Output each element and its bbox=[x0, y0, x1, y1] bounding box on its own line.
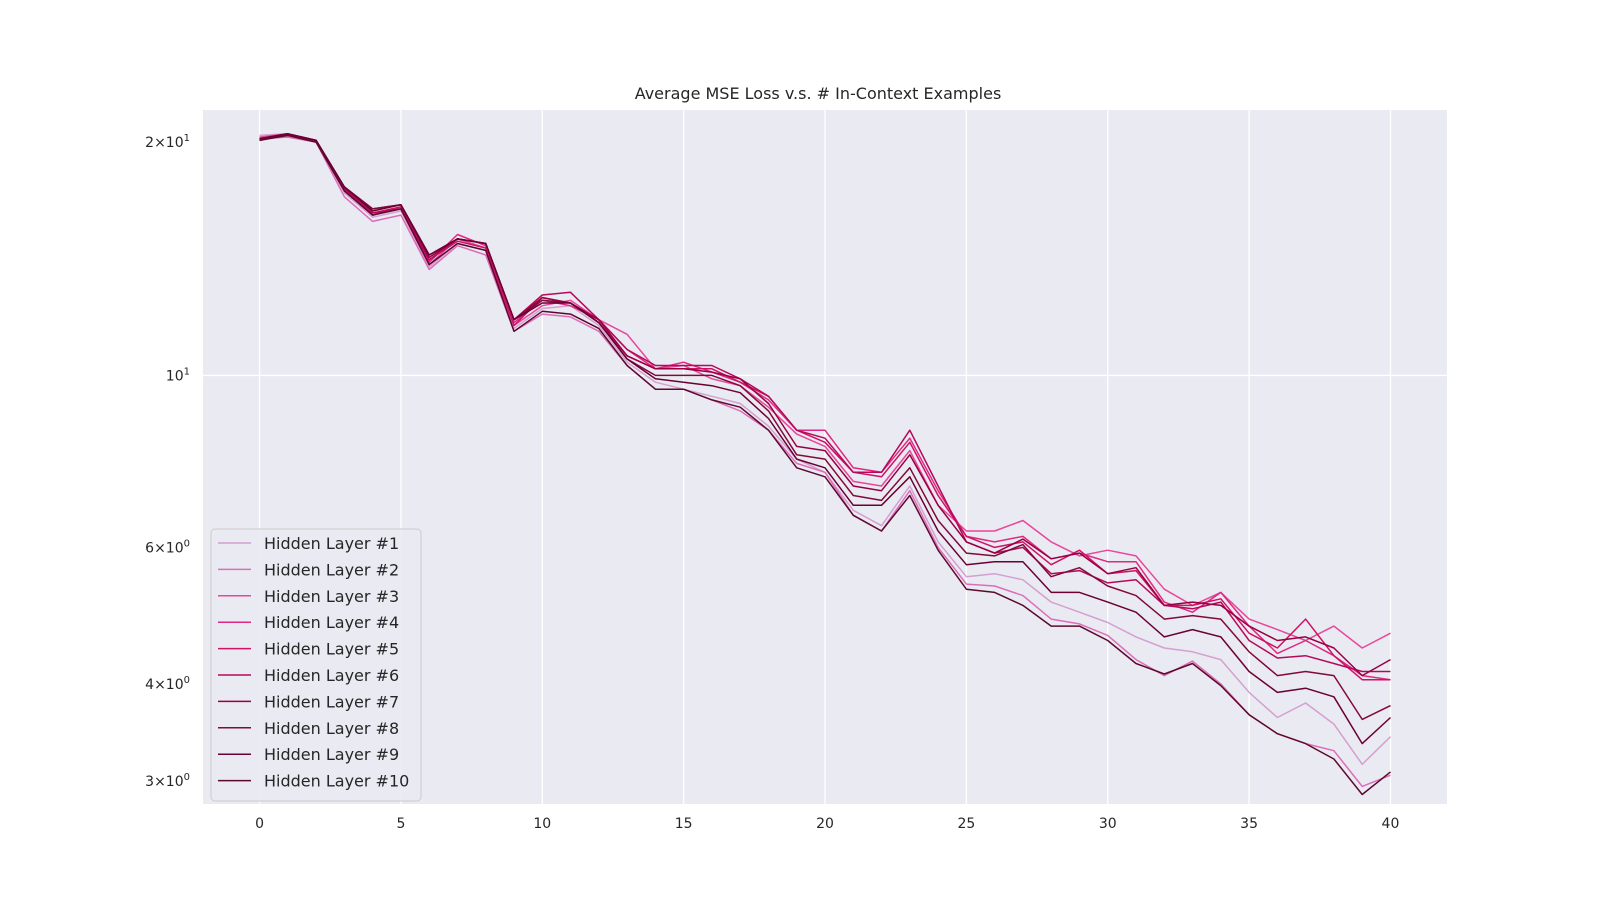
x-tick-label-8: 40 bbox=[1382, 816, 1400, 832]
y-tick-label-3: 4×100 bbox=[145, 675, 190, 693]
legend-label-9: Hidden Layer #9 bbox=[264, 745, 399, 764]
legend-box bbox=[210, 528, 422, 802]
y-tick-label-1: 101 bbox=[166, 366, 190, 384]
grid bbox=[203, 110, 1447, 804]
x-tick-label-2: 10 bbox=[533, 816, 551, 832]
x-tick-label-0: 0 bbox=[255, 816, 264, 832]
x-tick-label-1: 5 bbox=[396, 816, 405, 832]
legend-label-6: Hidden Layer #6 bbox=[264, 666, 399, 685]
legend-label-7: Hidden Layer #7 bbox=[264, 692, 399, 711]
chart-title: Average MSE Loss v.s. # In-Context Examp… bbox=[635, 84, 1002, 103]
y-tick-label-0: 2×101 bbox=[145, 133, 190, 151]
y-axis-ticks: 2×101 101 6×100 4×100 3×100 bbox=[145, 133, 190, 790]
x-tick-label-7: 35 bbox=[1240, 816, 1258, 832]
series-line-9 bbox=[259, 133, 1392, 745]
x-tick-label-4: 20 bbox=[816, 816, 834, 832]
series-line-10 bbox=[259, 134, 1391, 796]
x-axis-ticks: 0 5 10 15 20 25 30 35 40 bbox=[255, 816, 1399, 832]
legend-label-3: Hidden Layer #3 bbox=[264, 587, 399, 606]
x-tick-label-3: 15 bbox=[675, 816, 693, 832]
y-tick-label-4: 3×100 bbox=[145, 772, 190, 790]
legend: Hidden Layer #1 Hidden Layer #2 Hidden Lay… bbox=[210, 528, 422, 802]
series-line-2 bbox=[259, 136, 1391, 788]
legend-label-10: Hidden Layer #10 bbox=[264, 772, 409, 791]
legend-label-2: Hidden Layer #2 bbox=[264, 560, 399, 579]
y-tick-label-2: 6×100 bbox=[145, 538, 190, 556]
x-tick-label-5: 25 bbox=[957, 816, 975, 832]
series-lines bbox=[259, 133, 1392, 796]
legend-label-1: Hidden Layer #1 bbox=[264, 534, 399, 553]
x-tick-label-6: 30 bbox=[1099, 816, 1117, 832]
legend-label-5: Hidden Layer #5 bbox=[264, 640, 399, 659]
legend-label-8: Hidden Layer #8 bbox=[264, 719, 399, 738]
legend-label-4: Hidden Layer #4 bbox=[264, 613, 399, 632]
